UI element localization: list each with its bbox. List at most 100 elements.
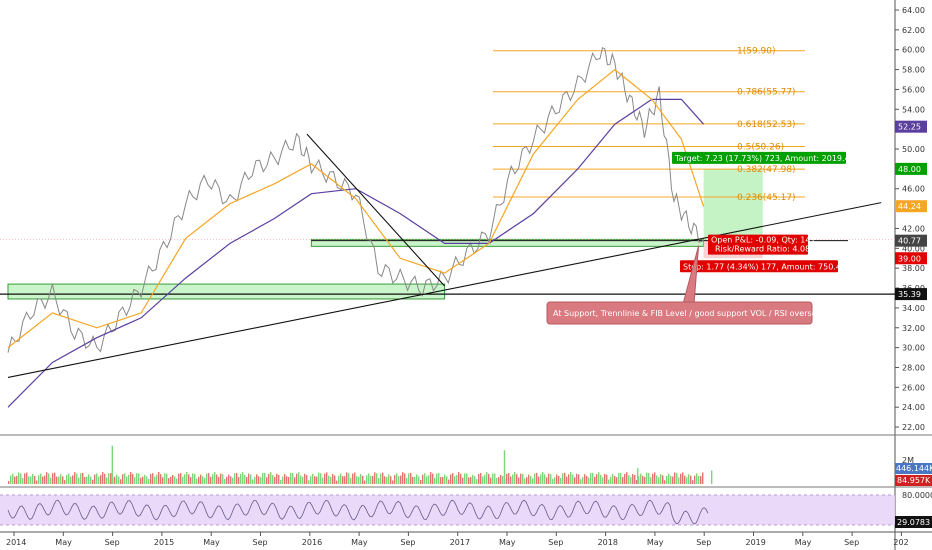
price-tick-label: 26.00 [902,383,925,392]
volume-bar [250,474,252,484]
volume-bar [146,476,148,484]
volume-bar [682,472,684,484]
volume-bar [648,472,650,484]
volume-bar [174,476,176,484]
trend-line [306,133,446,287]
volume-bar [20,473,22,484]
price-series-layer [7,46,705,408]
volume-bar [694,475,696,484]
volume-bar [210,476,212,484]
volume-bar [550,474,552,484]
annotation-layer[interactable]: At Support, Trennlinie & FIB Level / goo… [546,245,829,325]
volume-bar [114,476,116,484]
volume-bar [380,473,382,484]
volume-bar [680,473,682,484]
volume-bar [330,476,332,484]
volume-bar [656,475,658,484]
volume-bar [400,475,402,484]
volume-bar [154,476,156,484]
target-label-box [672,151,846,164]
volume-bar [62,476,64,484]
volume-bar [244,474,246,484]
volume-bar [522,473,524,484]
volume-bar [80,473,82,484]
volume-bar [168,478,170,484]
fib-level-label: 0.786(55.77) [737,88,796,98]
volume-bar [116,474,118,484]
price-badges: 52.25 48.00 44.24 40.77 39.00 35.39 446.144K 84… [895,120,932,528]
volume-bar [220,473,222,484]
volume-bar [308,480,310,484]
volume-bar [664,480,666,484]
volume-bar [590,473,592,484]
price-tick-label: 58.00 [902,66,925,75]
volume-bar [76,473,78,484]
volume-bar [502,476,504,484]
volume-bar [582,477,584,484]
volume-tick-label-2: 2M [902,456,914,465]
volume-bar [302,476,304,484]
volume-bar [298,472,300,484]
price-tick-label: 22.00 [902,423,925,432]
volume-bar [450,474,452,484]
volume-spike-bar [711,470,713,484]
price-tick-label: 40.00 [902,244,925,253]
price-badge-label: 40.77 [898,237,921,246]
volume-bar [334,475,336,484]
volume-bar [242,472,244,484]
volume-bar [650,477,652,484]
volume-bar [28,476,30,484]
volume-bar [612,473,614,484]
time-tick-label: 2018 [598,538,618,547]
time-tick-label: May [647,538,664,547]
price-badge-box [895,162,927,175]
volume-bar [598,472,600,484]
stop-label: Stop: 1.77 (4.34%) 177, Amount: 750.43 [683,262,846,271]
volume-bar [394,475,396,484]
volume-bar [70,476,72,484]
volume-bar [344,476,346,484]
volume-bar [360,474,362,484]
volume-bar [14,476,16,484]
volume-bar [472,474,474,484]
price-badge-label: 44.24 [898,202,921,211]
volume-bar [536,472,538,484]
volume-spike-bar [637,468,639,484]
volume-bar [54,472,56,484]
volume-bar [622,477,624,484]
volume-bar [136,473,138,484]
volume-bar [328,475,330,484]
time-tick-label: May [351,538,368,547]
volume-bar [468,477,470,484]
volume-bar [118,476,120,484]
price-badge-label: 48.00 [898,165,921,174]
volume-bar [440,477,442,484]
fib-level-label: 0.382(47.98) [737,165,796,175]
volume-bar [418,476,420,484]
volume-bar [384,476,386,484]
volume-bar [34,475,36,484]
volume-bar [630,477,632,484]
volume-bar [610,476,612,484]
volume-bar [646,472,648,484]
moving-average-fast-line [7,68,705,349]
volume-bar [496,477,498,484]
price-badge-box [895,200,927,213]
time-tick-label: Sep [253,538,268,547]
volume-bar [588,477,590,484]
volume-bar [92,479,94,484]
volume-bar [86,476,88,484]
stop-label-box [680,260,838,273]
volume-bar [374,472,376,484]
volume-badge-label: 446.144K [896,464,932,473]
volume-bar [540,474,542,484]
volume-bar [248,473,250,484]
volume-bar [102,472,104,484]
volume-bar [620,472,622,484]
volume-bar [190,477,192,484]
time-axis[interactable]: 2014 May Sep 2015 May Sep 2016 May Sep 2017 May Sep… [6,532,909,547]
volume-bar [30,476,32,484]
volume-bar [560,477,562,484]
volume-bar [74,472,76,484]
